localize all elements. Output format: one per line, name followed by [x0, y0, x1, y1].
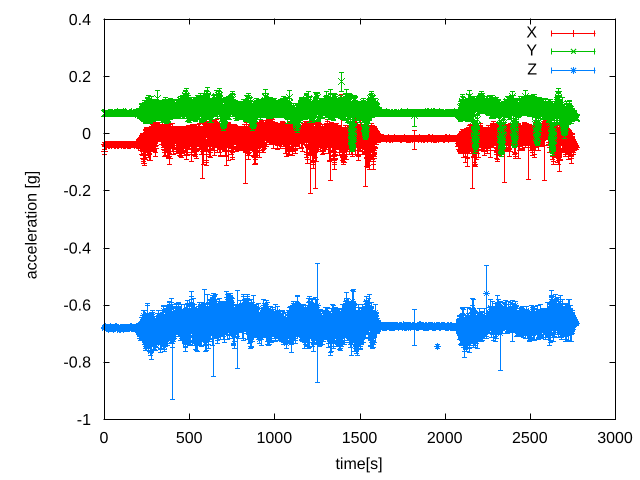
- svg-text:-0.4: -0.4: [63, 240, 91, 257]
- svg-text:0.4: 0.4: [69, 12, 91, 29]
- svg-text:0: 0: [82, 126, 91, 143]
- svg-text:time[s]: time[s]: [335, 456, 382, 473]
- svg-text:1500: 1500: [342, 430, 378, 447]
- svg-text:-0.8: -0.8: [63, 355, 91, 372]
- svg-text:2000: 2000: [427, 430, 463, 447]
- svg-text:Y: Y: [526, 43, 537, 60]
- svg-text:acceleration [g]: acceleration [g]: [24, 171, 41, 280]
- svg-text:0: 0: [100, 430, 109, 447]
- svg-text:3000: 3000: [597, 430, 633, 447]
- svg-text:-0.6: -0.6: [63, 298, 91, 315]
- svg-text:500: 500: [176, 430, 203, 447]
- svg-text:X: X: [526, 25, 537, 42]
- svg-text:0.2: 0.2: [69, 69, 91, 86]
- svg-text:-0.2: -0.2: [63, 183, 91, 200]
- svg-text:Z: Z: [527, 62, 537, 79]
- svg-text:-1: -1: [77, 412, 91, 429]
- svg-text:1000: 1000: [257, 430, 293, 447]
- svg-text:2500: 2500: [512, 430, 548, 447]
